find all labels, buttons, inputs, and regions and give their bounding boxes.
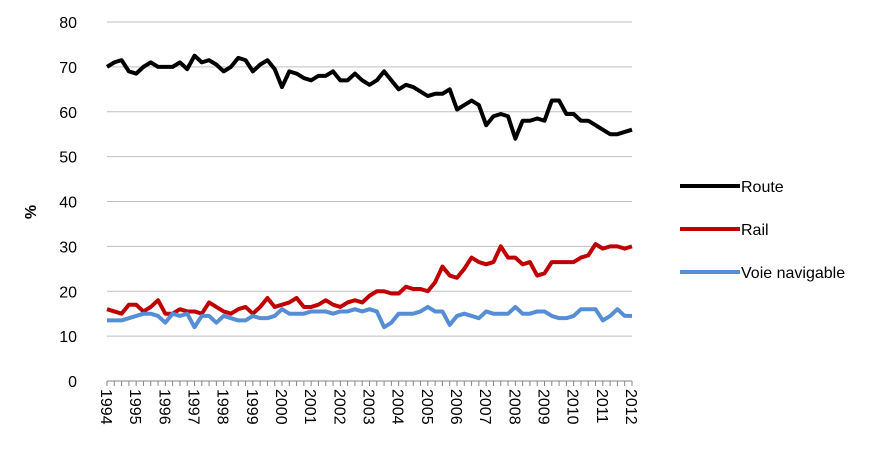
x-tick-label: 2001 — [301, 389, 318, 425]
x-tick-label: 1995 — [126, 389, 143, 425]
line-series — [107, 304, 632, 330]
x-tick-label: 2002 — [330, 389, 347, 425]
x-tick-label: 1999 — [243, 389, 260, 425]
x-tick-label: 2000 — [272, 389, 289, 425]
x-tick-label: 2009 — [535, 389, 552, 425]
y-tick-label: 60 — [59, 105, 77, 122]
legend-label: Route — [741, 179, 784, 196]
y-axis-label: % — [23, 205, 40, 219]
x-tick-label: 2011 — [593, 389, 610, 424]
x-tick-label: 1994 — [97, 389, 114, 425]
x-tick-label: 1998 — [214, 389, 231, 425]
x-tick-label: 2007 — [476, 389, 493, 425]
legend-label: Rail — [741, 222, 769, 239]
x-tick-label: 2008 — [505, 389, 522, 425]
x-tick-label: 2012 — [622, 389, 639, 425]
line-series — [106, 242, 633, 316]
y-tick-label: 10 — [59, 329, 77, 346]
line-series — [105, 53, 633, 141]
x-tick-label: 2010 — [564, 389, 581, 425]
y-tick-label: 80 — [59, 15, 77, 32]
y-tick-label: 20 — [59, 284, 77, 301]
y-tick-label: 0 — [68, 374, 77, 391]
y-tick-label: 30 — [59, 239, 77, 256]
y-tick-label: 70 — [59, 60, 77, 77]
x-tick-label: 2005 — [418, 389, 435, 425]
x-tick-label: 2006 — [447, 389, 464, 425]
x-tick-label: 2003 — [360, 389, 377, 425]
x-tick-label: 1997 — [185, 389, 202, 425]
y-tick-label: 40 — [59, 195, 77, 212]
y-tick-label: 50 — [59, 150, 77, 167]
x-tick-label: 1996 — [155, 389, 172, 425]
legend-label: Voie navigable — [741, 265, 845, 282]
x-tick-label: 2004 — [389, 389, 406, 425]
